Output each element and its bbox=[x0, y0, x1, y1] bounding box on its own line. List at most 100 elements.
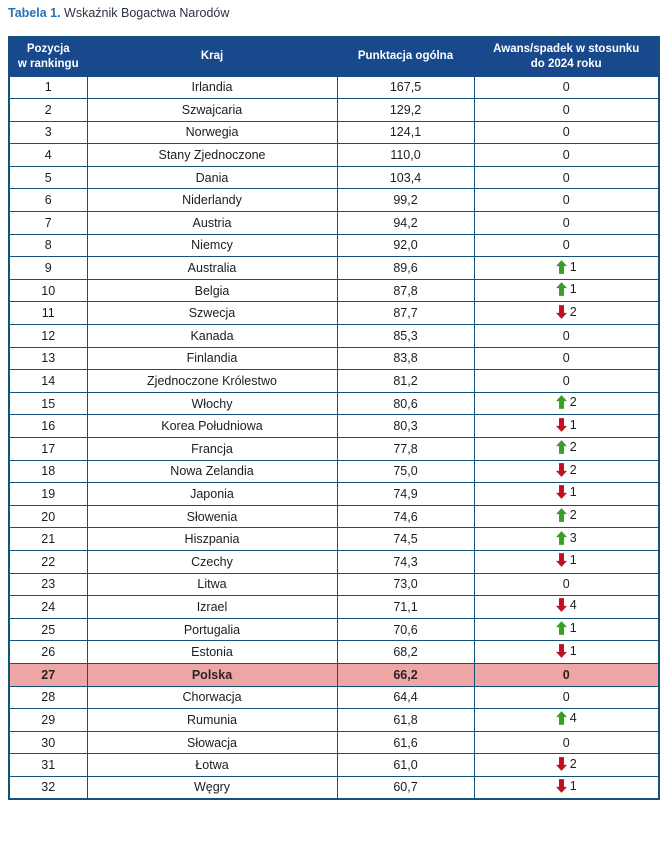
change-cell: 1 bbox=[473, 278, 660, 303]
change-value: 0 bbox=[562, 215, 570, 230]
change-indicator: 2 bbox=[555, 508, 577, 522]
country-cell: Austria bbox=[86, 211, 338, 235]
table-row: 13 Finlandia 83,8 0 bbox=[8, 346, 660, 371]
change-cell: 0 bbox=[473, 324, 660, 348]
change-indicator: 0 bbox=[563, 329, 570, 343]
table-row: 32 Węgry 60,7 1 bbox=[8, 775, 660, 800]
down-arrow-icon bbox=[555, 643, 567, 658]
table-title-label: Tabela 1. bbox=[8, 6, 61, 20]
change-cell: 0 bbox=[473, 572, 660, 597]
country-cell: Niemcy bbox=[86, 233, 338, 258]
up-arrow-icon bbox=[555, 282, 567, 297]
table-row: 3 Norwegia 124,1 0 bbox=[8, 120, 660, 145]
table-row: 27 Polska 66,2 0 bbox=[8, 662, 660, 687]
change-indicator: 4 bbox=[555, 598, 577, 613]
up-arrow-icon bbox=[555, 711, 567, 726]
table-row: 4 Stany Zjednoczone 110,0 0 bbox=[8, 143, 660, 167]
score-cell: 85,3 bbox=[336, 324, 475, 348]
change-value: 3 bbox=[569, 530, 577, 545]
change-indicator: 0 bbox=[563, 103, 570, 117]
change-cell: 2 bbox=[473, 459, 660, 484]
rank-cell: 19 bbox=[8, 482, 88, 506]
country-cell: Hiszpania bbox=[86, 527, 338, 551]
change-cell: 1 bbox=[473, 549, 660, 574]
table-header-row: Pozycja w rankingu Kraj Punktacja ogólna… bbox=[8, 36, 660, 77]
country-cell: Nowa Zelandia bbox=[86, 459, 338, 484]
country-cell: Stany Zjednoczone bbox=[86, 143, 338, 167]
table-row: 22 Czechy 74,3 1 bbox=[8, 549, 660, 574]
change-indicator: 1 bbox=[555, 259, 577, 274]
score-cell: 83,8 bbox=[336, 346, 475, 371]
table-row: 15 Włochy 80,6 2 bbox=[8, 391, 660, 416]
change-indicator: 2 bbox=[555, 756, 577, 771]
up-arrow-icon bbox=[555, 395, 567, 409]
table-row: 11 Szwecja 87,7 2 bbox=[8, 301, 660, 326]
change-cell: 0 bbox=[473, 120, 660, 145]
change-indicator: 4 bbox=[555, 711, 577, 726]
change-cell: 0 bbox=[473, 662, 660, 687]
change-indicator: 0 bbox=[563, 80, 570, 94]
change-value: 1 bbox=[569, 259, 577, 274]
table-row: 10 Belgia 87,8 1 bbox=[8, 278, 660, 303]
down-arrow-icon bbox=[555, 756, 567, 771]
country-cell: Japonia bbox=[86, 482, 338, 506]
score-cell: 124,1 bbox=[336, 120, 475, 145]
change-value: 1 bbox=[569, 417, 577, 432]
down-arrow-icon bbox=[555, 463, 567, 477]
change-value: 0 bbox=[562, 125, 570, 140]
country-cell: Słowacja bbox=[86, 730, 338, 755]
country-cell: Polska bbox=[86, 662, 338, 687]
country-cell: Łotwa bbox=[86, 753, 338, 777]
country-cell: Czechy bbox=[86, 549, 338, 574]
change-indicator: 0 bbox=[563, 125, 570, 139]
country-cell: Węgry bbox=[86, 775, 338, 800]
rank-cell: 1 bbox=[8, 75, 88, 100]
up-arrow-icon bbox=[555, 440, 567, 455]
change-indicator: 0 bbox=[563, 374, 570, 388]
rank-cell: 9 bbox=[8, 256, 88, 280]
table-row: 2 Szwajcaria 129,2 0 bbox=[8, 98, 660, 122]
change-value: 0 bbox=[562, 148, 570, 163]
change-cell: 4 bbox=[473, 708, 660, 732]
country-cell: Litwa bbox=[86, 572, 338, 597]
change-value: 0 bbox=[562, 193, 570, 208]
change-value: 0 bbox=[562, 80, 570, 95]
country-cell: Rumunia bbox=[86, 708, 338, 732]
rank-cell: 23 bbox=[8, 572, 88, 597]
country-cell: Kanada bbox=[86, 324, 338, 348]
score-cell: 70,6 bbox=[336, 617, 475, 642]
rank-cell: 20 bbox=[8, 504, 88, 529]
rank-cell: 15 bbox=[8, 391, 88, 416]
change-cell: 1 bbox=[473, 414, 660, 438]
change-indicator: 2 bbox=[555, 440, 577, 455]
change-value: 0 bbox=[562, 374, 570, 389]
down-arrow-icon bbox=[555, 598, 567, 613]
score-cell: 92,0 bbox=[336, 233, 475, 258]
score-cell: 61,0 bbox=[336, 753, 475, 777]
change-cell: 0 bbox=[473, 188, 660, 213]
change-value: 0 bbox=[562, 351, 570, 366]
change-value: 0 bbox=[562, 238, 570, 253]
change-value: 4 bbox=[569, 711, 577, 726]
change-cell: 0 bbox=[473, 685, 660, 710]
rank-cell: 12 bbox=[8, 324, 88, 348]
rank-cell: 31 bbox=[8, 753, 88, 777]
table-row: 14 Zjednoczone Królestwo 81,2 0 bbox=[8, 369, 660, 393]
score-cell: 71,1 bbox=[336, 595, 475, 619]
table-header: Pozycja w rankingu Kraj Punktacja ogólna… bbox=[8, 36, 660, 77]
table-row: 1 Irlandia 167,5 0 bbox=[8, 75, 660, 100]
ranking-table: Pozycja w rankingu Kraj Punktacja ogólna… bbox=[8, 36, 660, 800]
change-cell: 2 bbox=[473, 301, 660, 326]
change-value: 1 bbox=[569, 485, 577, 500]
change-value: 1 bbox=[569, 778, 577, 793]
down-arrow-icon bbox=[555, 304, 567, 319]
change-cell: 0 bbox=[473, 75, 660, 100]
change-cell: 2 bbox=[473, 437, 660, 461]
country-cell: Słowenia bbox=[86, 504, 338, 529]
country-cell: Korea Południowa bbox=[86, 414, 338, 438]
country-cell: Finlandia bbox=[86, 346, 338, 371]
table-row: 28 Chorwacja 64,4 0 bbox=[8, 685, 660, 710]
change-value: 2 bbox=[569, 440, 577, 455]
change-indicator: 1 bbox=[555, 643, 577, 658]
table-row: 12 Kanada 85,3 0 bbox=[8, 324, 660, 348]
